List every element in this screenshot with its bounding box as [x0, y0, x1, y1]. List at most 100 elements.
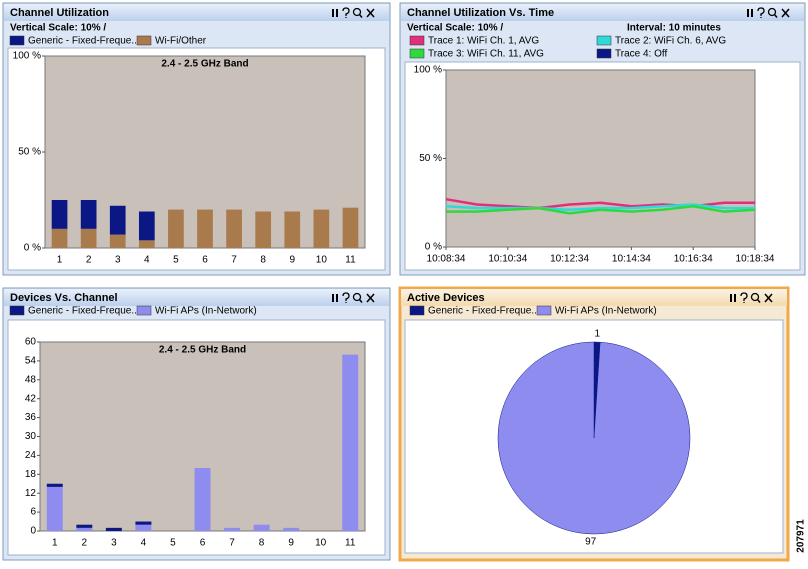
x-tick-label: 7	[231, 255, 237, 266]
bar-segment	[76, 527, 93, 531]
zoom-button-handle	[773, 14, 778, 18]
bar-segment	[46, 486, 63, 531]
y-tick-label: 42	[25, 393, 37, 404]
zoom-button[interactable]	[767, 7, 777, 17]
y-tick-label: 48	[25, 374, 37, 385]
x-tick-label: 3	[111, 538, 117, 549]
y-tick-label: 0 %	[24, 243, 41, 254]
pie-slice	[497, 341, 691, 535]
help-button[interactable]	[342, 292, 350, 303]
x-tick-label: 11	[345, 538, 356, 549]
x-tick-label: 6	[202, 255, 208, 266]
trace-line	[446, 205, 756, 215]
x-tick-label: 3	[115, 255, 121, 266]
bar-segment	[284, 211, 301, 248]
bar-segment	[283, 527, 300, 531]
legend-label: Trace 3: WiFi Ch. 11, AVG	[428, 49, 544, 60]
bar-segment	[80, 228, 97, 248]
pause-button[interactable]	[332, 9, 334, 17]
x-tick-label: 10:14:34	[612, 254, 651, 265]
x-tick-label: 10:16:34	[674, 254, 713, 265]
legend-swatch	[596, 48, 612, 59]
x-tick-label: 10	[315, 538, 327, 549]
zoom-button[interactable]	[750, 292, 760, 302]
y-tick-label: 30	[25, 431, 37, 442]
zoom-button[interactable]	[352, 7, 362, 17]
y-tick-label: 100 %	[13, 51, 41, 62]
x-tick-label: 8	[259, 538, 265, 549]
y-tick-label: 0 %	[425, 242, 442, 253]
legend-label: Generic - Fixed-Freque...	[28, 306, 140, 317]
x-tick-label: 10:18:34	[736, 254, 775, 265]
bar-segment	[253, 524, 270, 531]
panel-title: Channel Utilization Vs. Time	[407, 7, 554, 19]
bar-segment	[224, 527, 241, 531]
y-tick-label: 36	[25, 412, 37, 423]
bar-segment	[46, 483, 63, 487]
subtitle: Vertical Scale: 10% /	[10, 23, 106, 34]
legend-label: Trace 1: WiFi Ch. 1, AVG	[428, 36, 539, 47]
bar-segment	[194, 468, 211, 531]
close-button[interactable]	[366, 293, 375, 303]
trace-line	[445, 203, 755, 212]
bar-segment	[138, 211, 155, 241]
x-tick-label: 2	[82, 538, 88, 549]
x-tick-label: 9	[289, 255, 295, 266]
help-button[interactable]	[342, 7, 350, 18]
x-tick-label: 6	[200, 538, 206, 549]
y-tick-label: 50 %	[18, 147, 41, 158]
bar-segment	[109, 234, 126, 248]
zoom-button-handle	[358, 14, 363, 18]
interval: Interval: 10 minutes	[627, 23, 721, 34]
zoom-button-handle	[756, 299, 761, 303]
y-tick-label: 60	[25, 337, 37, 348]
help-button[interactable]	[740, 292, 748, 303]
x-tick-label: 10:12:34	[550, 254, 589, 265]
bar-segment	[342, 354, 359, 531]
y-tick-label: 24	[25, 450, 37, 461]
legend-swatch	[409, 305, 425, 316]
legend-label: Generic - Fixed-Freque...	[28, 36, 140, 47]
panel-title: Devices Vs. Channel	[10, 292, 118, 304]
bar-segment	[80, 200, 97, 229]
x-tick-label: 4	[144, 255, 150, 266]
bar-segment	[342, 207, 359, 248]
panel-title: Channel Utilization	[10, 7, 109, 19]
legend-swatch	[136, 305, 152, 316]
x-tick-label: 5	[173, 255, 179, 266]
bar-segment	[226, 209, 242, 248]
pause-button-bar	[751, 9, 753, 17]
legend-swatch	[596, 35, 612, 46]
y-tick-label: 6	[30, 507, 36, 518]
y-tick-label: 100 %	[414, 65, 442, 76]
x-tick-label: 10:08:34	[427, 254, 466, 265]
legend-label: Generic - Fixed-Freque...	[428, 306, 540, 317]
pause-button[interactable]	[730, 294, 732, 302]
y-tick-label: 50 %	[419, 153, 442, 164]
slice-label: 97	[585, 537, 597, 548]
pause-button[interactable]	[747, 9, 749, 17]
pause-button[interactable]	[332, 294, 334, 302]
x-tick-label: 10:10:34	[488, 254, 527, 265]
panel-header	[401, 289, 787, 306]
close-button[interactable]	[781, 8, 790, 18]
slice-label: 1	[595, 329, 601, 340]
close-button[interactable]	[366, 8, 375, 18]
x-tick-label: 4	[141, 538, 147, 549]
bar-segment	[138, 240, 155, 248]
x-tick-label: 2	[86, 255, 92, 266]
x-tick-label: 7	[229, 538, 235, 549]
y-tick-label: 0	[30, 526, 36, 537]
x-tick-label: 8	[260, 255, 266, 266]
help-button[interactable]	[757, 7, 765, 18]
zoom-button[interactable]	[352, 292, 362, 302]
y-tick-label: 12	[25, 488, 37, 499]
band-annotation: 2.4 - 2.5 GHz Band	[159, 345, 246, 356]
legend-swatch	[9, 35, 25, 46]
panel-header	[4, 289, 389, 306]
close-button[interactable]	[764, 293, 773, 303]
pause-button-bar	[336, 9, 338, 17]
x-tick-label: 9	[288, 538, 294, 549]
bar-segment	[135, 524, 152, 531]
